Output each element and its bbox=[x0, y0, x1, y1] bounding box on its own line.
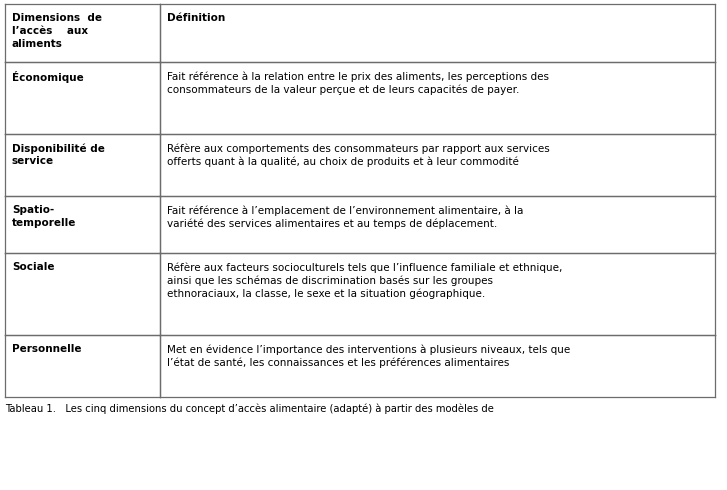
Text: Met en évidence l’importance des interventions à plusieurs niveaux, tels que
l’é: Met en évidence l’importance des interve… bbox=[167, 344, 570, 368]
Text: Réfère aux facteurs socioculturels tels que l’influence familiale et ethnique,
a: Réfère aux facteurs socioculturels tels … bbox=[167, 262, 563, 299]
Text: Personnelle: Personnelle bbox=[12, 344, 81, 354]
Text: Fait référence à l’emplacement de l’environnement alimentaire, à la
variété des : Fait référence à l’emplacement de l’envi… bbox=[167, 205, 523, 229]
Text: Définition: Définition bbox=[167, 13, 225, 23]
Text: Tableau 1.   Les cinq dimensions du concept d’accès alimentaire (adapté) à parti: Tableau 1. Les cinq dimensions du concep… bbox=[5, 403, 494, 414]
Text: Fait référence à la relation entre le prix des aliments, les perceptions des
con: Fait référence à la relation entre le pr… bbox=[167, 71, 549, 95]
Text: Sociale: Sociale bbox=[12, 262, 55, 272]
Text: Économique: Économique bbox=[12, 71, 84, 83]
Text: Réfère aux comportements des consommateurs par rapport aux services
offerts quan: Réfère aux comportements des consommateu… bbox=[167, 143, 550, 167]
Text: Spatio-
temporelle: Spatio- temporelle bbox=[12, 205, 76, 228]
Text: Dimensions  de
l’accès    aux
aliments: Dimensions de l’accès aux aliments bbox=[12, 13, 102, 49]
Text: Disponibilité de
service: Disponibilité de service bbox=[12, 143, 105, 166]
